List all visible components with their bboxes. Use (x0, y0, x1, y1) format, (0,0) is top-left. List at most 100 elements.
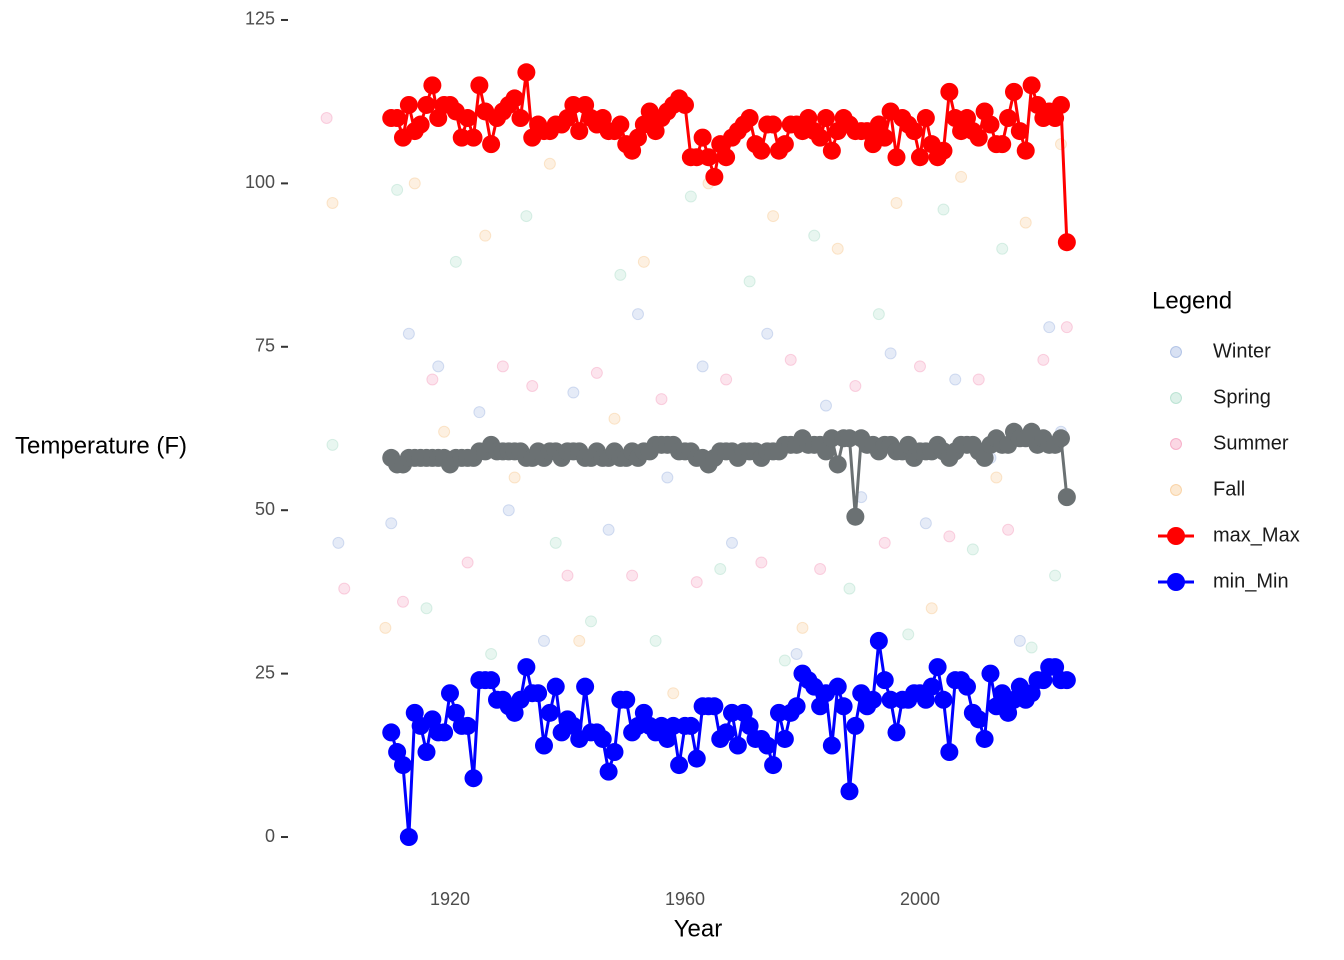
scatter-point (761, 327, 774, 340)
scatter-point (784, 353, 797, 366)
legend-symbol (1170, 346, 1182, 358)
line-point (875, 128, 894, 147)
line-point (534, 736, 553, 755)
line-point (576, 677, 595, 696)
line-point (981, 664, 1000, 683)
line-point (764, 756, 783, 775)
scatter-point (543, 157, 556, 170)
scatter-point (714, 563, 727, 576)
line-point (969, 128, 988, 147)
legend-symbol (1170, 438, 1182, 450)
line-point (846, 507, 865, 526)
line-point (517, 658, 536, 677)
line-point (388, 109, 407, 128)
line-point (570, 122, 589, 141)
line-point (1057, 233, 1076, 252)
scatter-point (667, 687, 680, 700)
scatter-point (943, 530, 956, 543)
line-point (382, 723, 401, 742)
line-point (705, 697, 724, 716)
scatter-point (508, 471, 521, 484)
line-point (828, 677, 847, 696)
line-point (1022, 76, 1041, 95)
scatter-point (949, 373, 962, 386)
scatter-point (520, 210, 533, 223)
legend-symbol (1170, 484, 1182, 496)
scatter-point (438, 425, 451, 438)
line-point (617, 690, 636, 709)
scatter-point (402, 327, 415, 340)
scatter-point (1043, 321, 1056, 334)
line-point (1004, 82, 1023, 101)
line-point (417, 95, 436, 114)
y-tick-label: 75 (255, 336, 275, 356)
line-point (928, 658, 947, 677)
scatter-point (567, 386, 580, 399)
line-point (869, 631, 888, 650)
line-point (905, 122, 924, 141)
scatter-point (391, 183, 404, 196)
scatter-point (755, 556, 768, 569)
scatter-point (420, 602, 433, 615)
scatter-point (1025, 641, 1038, 654)
scatter-point (690, 576, 703, 589)
scatter-point (426, 373, 439, 386)
scatter-point (432, 360, 445, 373)
scatter-point (996, 242, 1009, 255)
line-point (599, 762, 618, 781)
legend-symbol (1170, 392, 1182, 404)
y-tick-label: 25 (255, 662, 275, 682)
line-point (775, 729, 794, 748)
scatter-point (637, 255, 650, 268)
line-point (529, 684, 548, 703)
legend-label: Spring (1213, 386, 1271, 408)
line-point (1016, 141, 1035, 160)
line-point (863, 690, 882, 709)
scatter-point (332, 536, 345, 549)
scatter-point (990, 471, 1003, 484)
line-point (916, 109, 935, 128)
line-point (435, 723, 454, 742)
scatter-point (878, 536, 891, 549)
y-tick-label: 50 (255, 499, 275, 519)
scatter-point (479, 229, 492, 242)
line-point (675, 95, 694, 114)
scatter-point (631, 308, 644, 321)
scatter-point (808, 229, 821, 242)
y-tick-label: 100 (245, 172, 275, 192)
line-point (399, 828, 418, 847)
line-point (470, 76, 489, 95)
scatter-point (743, 275, 756, 288)
legend-title: Legend (1152, 287, 1232, 314)
scatter-point (602, 523, 615, 536)
legend-label: Summer (1213, 432, 1289, 454)
line-point (993, 135, 1012, 154)
line-point (411, 115, 430, 134)
line-point (934, 690, 953, 709)
scatter-point (655, 393, 668, 406)
legend-label: max_Max (1213, 524, 1300, 546)
scatter-point (937, 203, 950, 216)
line-point (458, 716, 477, 735)
line-point (699, 148, 718, 167)
scatter-point (778, 654, 791, 667)
scatter-point (884, 347, 897, 360)
scatter-point (502, 504, 515, 517)
scatter-point (972, 373, 985, 386)
scatter-point (461, 556, 474, 569)
scatter-point (485, 648, 498, 660)
scatter-point (326, 196, 339, 209)
scatter-point (1019, 216, 1032, 229)
line-point (957, 677, 976, 696)
scatter-point (872, 308, 885, 321)
scatter-point (584, 615, 597, 628)
line-point (705, 167, 724, 186)
scatter-point (408, 177, 421, 190)
y-axis-title: Temperature (F) (15, 432, 187, 459)
line-point (940, 743, 959, 762)
line-point (693, 128, 712, 147)
scatter-point (649, 634, 662, 647)
line-point (787, 697, 806, 716)
line-point (1057, 671, 1076, 690)
